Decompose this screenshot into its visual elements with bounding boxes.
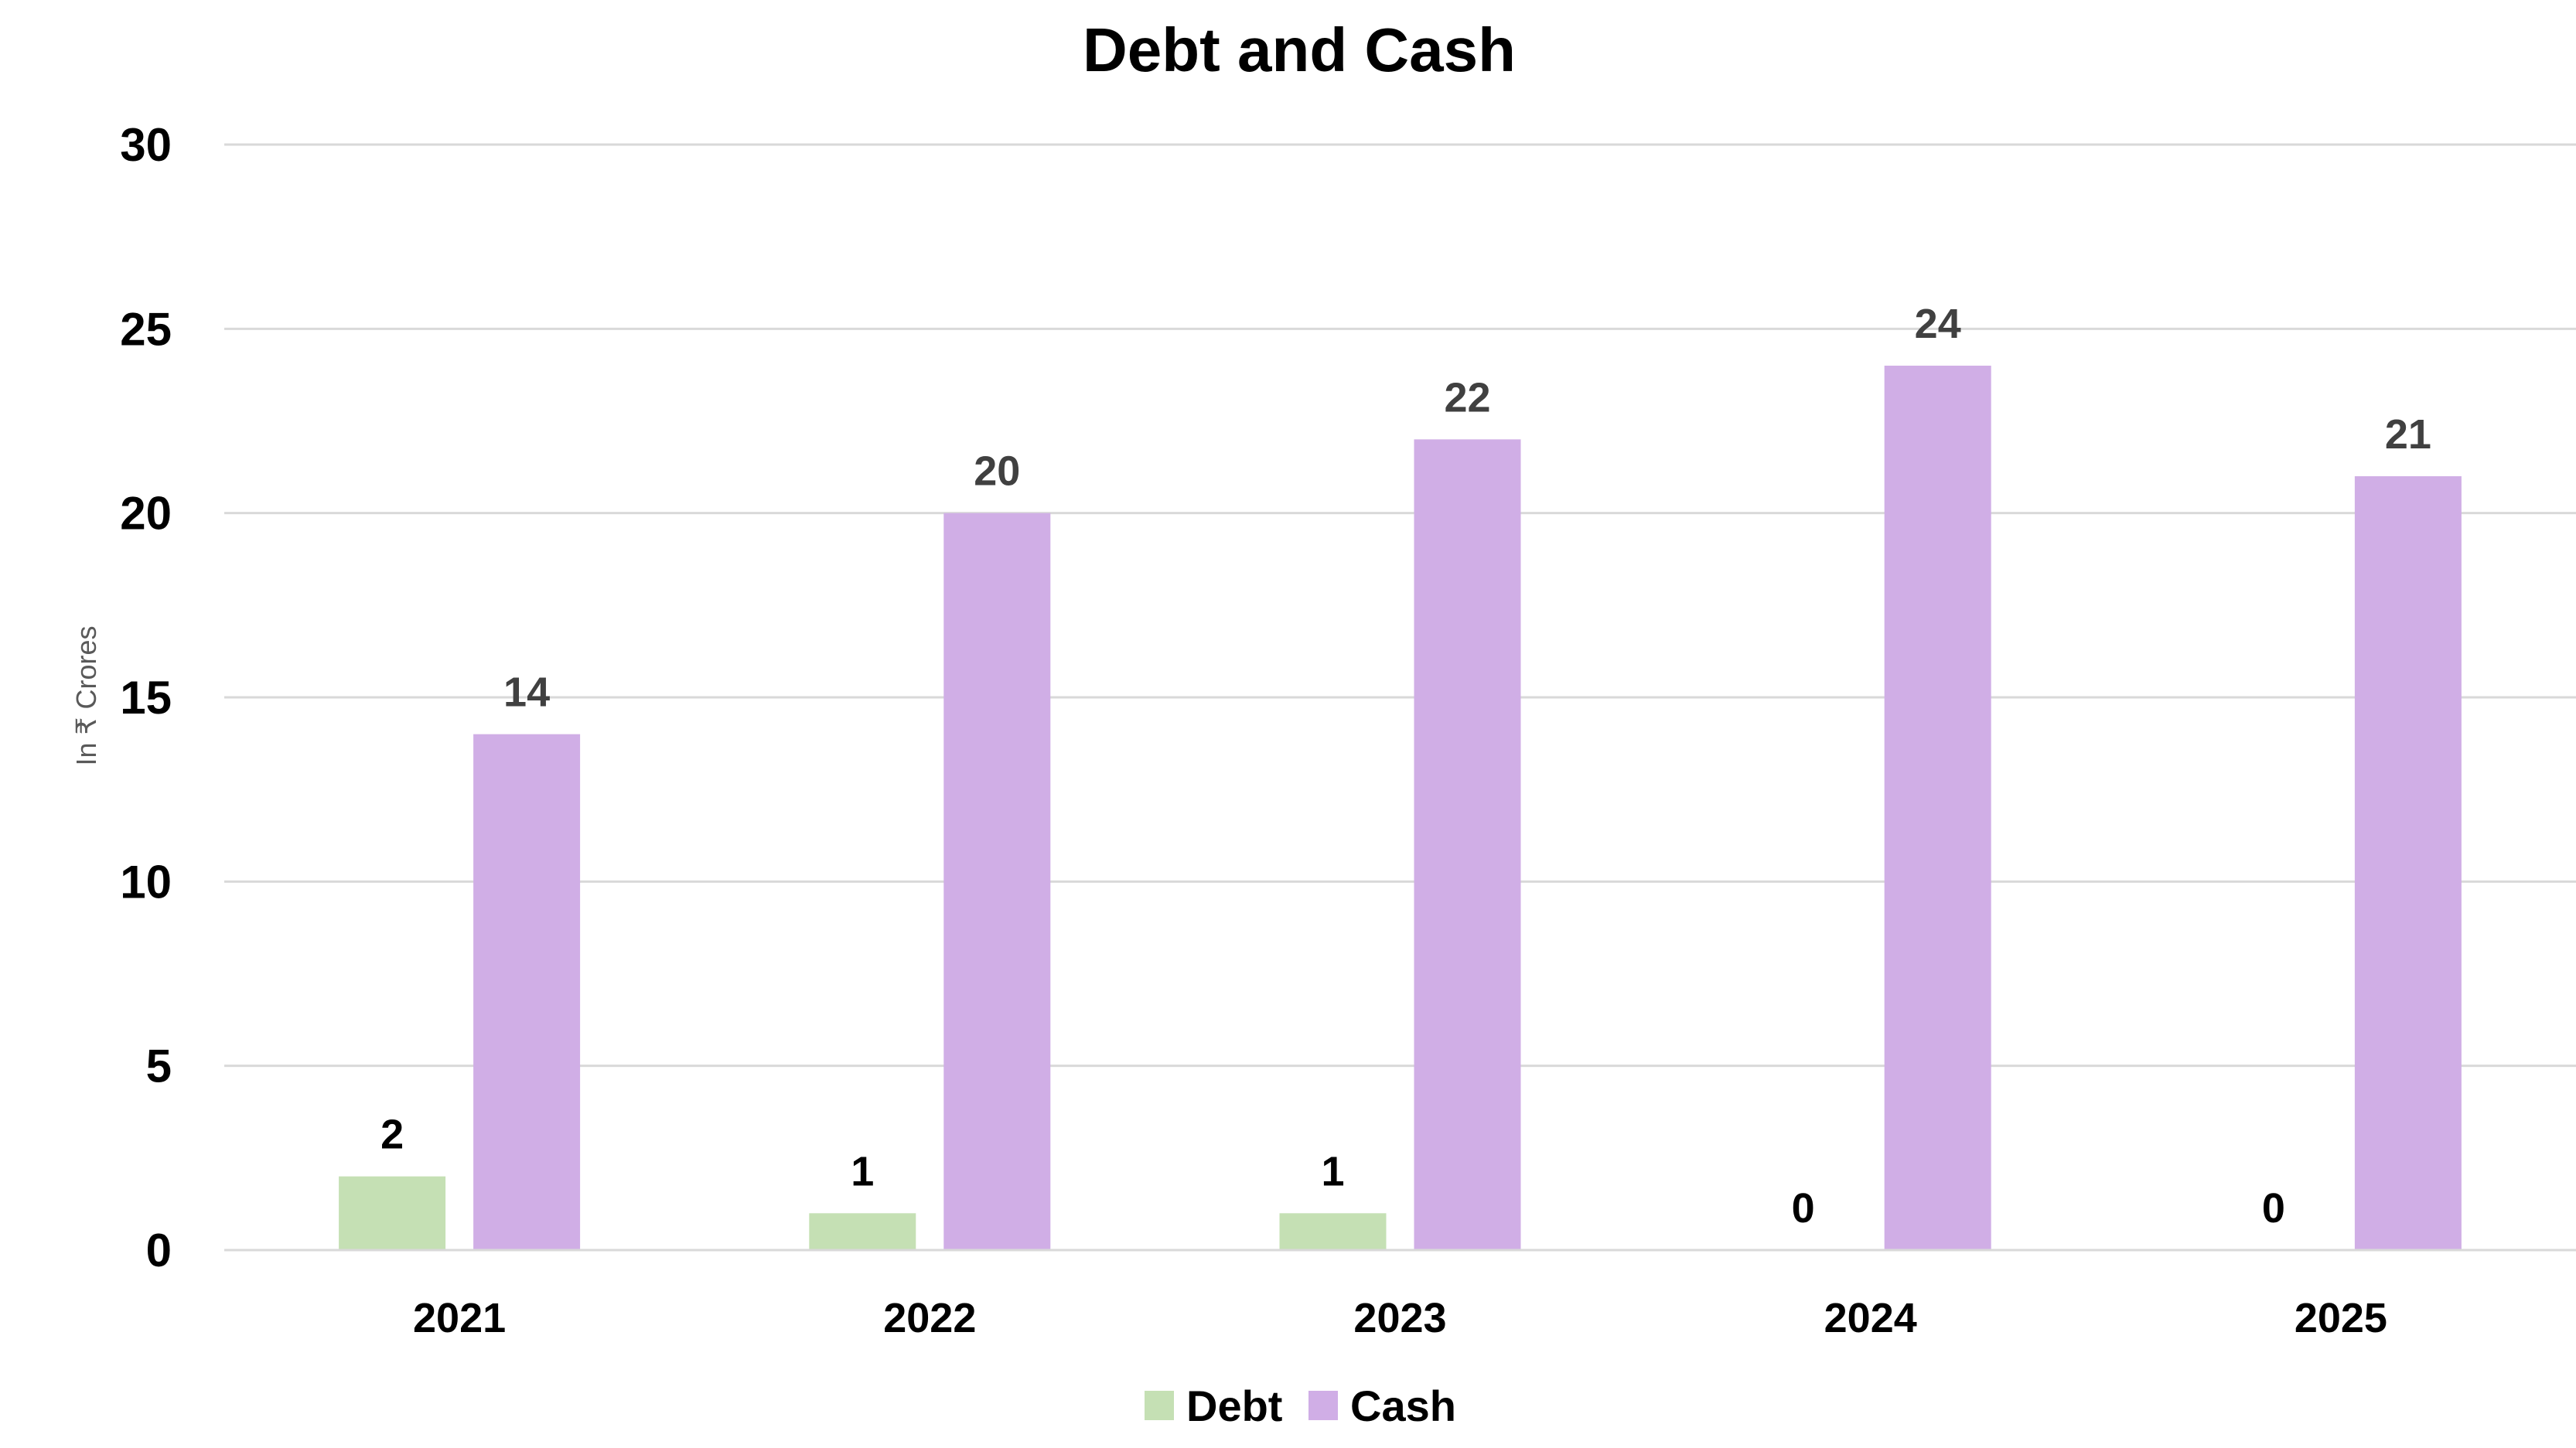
bar-debt-2021 [339,1176,446,1250]
bar-cash-2025 [2354,476,2462,1250]
y-tick-label: 25 [120,303,172,355]
bars [339,366,2462,1251]
legend-swatch-cash [1308,1391,1338,1420]
x-tick-label: 2021 [413,1295,506,1341]
x-axis-ticks: 2021 2022 2023 2024 2025 [413,1295,2387,1341]
legend-label-debt: Debt [1186,1382,1282,1430]
legend-swatch-debt [1145,1391,1174,1420]
x-tick-label: 2024 [1824,1295,1917,1341]
data-label-cash-2021: 14 [503,669,550,716]
bar-debt-2023 [1279,1213,1387,1250]
data-label-debt-2025: 0 [2262,1185,2285,1232]
gridlines [224,143,2576,1068]
bar-debt-2022 [809,1213,916,1250]
bar-cash-2022 [943,513,1051,1250]
y-tick-label: 20 [120,488,172,540]
bar-cash-2024 [1884,366,1991,1250]
data-label-cash-2024: 24 [1915,301,1961,347]
y-tick-label: 30 [120,119,172,171]
y-tick-label: 10 [120,856,172,908]
data-label-cash-2022: 20 [974,448,1020,495]
bar-cash-2023 [1414,439,1521,1251]
y-axis-label: In ₹ Crores [70,626,102,766]
x-tick-label: 2022 [883,1295,976,1341]
data-label-debt-2022: 1 [851,1148,874,1194]
chart-title: Debt and Cash [1083,15,1516,84]
y-tick-label: 5 [146,1041,172,1092]
bar-cash-2021 [473,734,581,1250]
data-label-debt-2024: 0 [1792,1185,1815,1232]
data-labels: 2 14 1 20 1 22 0 24 0 21 [380,301,2431,1232]
data-label-cash-2025: 21 [2385,411,2431,458]
y-tick-label: 0 [146,1225,172,1276]
x-tick-label: 2023 [1353,1295,1446,1341]
x-tick-label: 2025 [2295,1295,2387,1341]
data-label-debt-2023: 1 [1321,1148,1344,1194]
data-label-debt-2021: 2 [380,1112,404,1158]
y-axis-ticks: 0 5 10 15 20 25 30 [120,119,172,1276]
data-label-cash-2023: 22 [1444,374,1490,421]
y-tick-label: 15 [120,672,172,724]
legend: Debt Cash [1145,1382,1456,1430]
legend-label-cash: Cash [1350,1382,1456,1430]
